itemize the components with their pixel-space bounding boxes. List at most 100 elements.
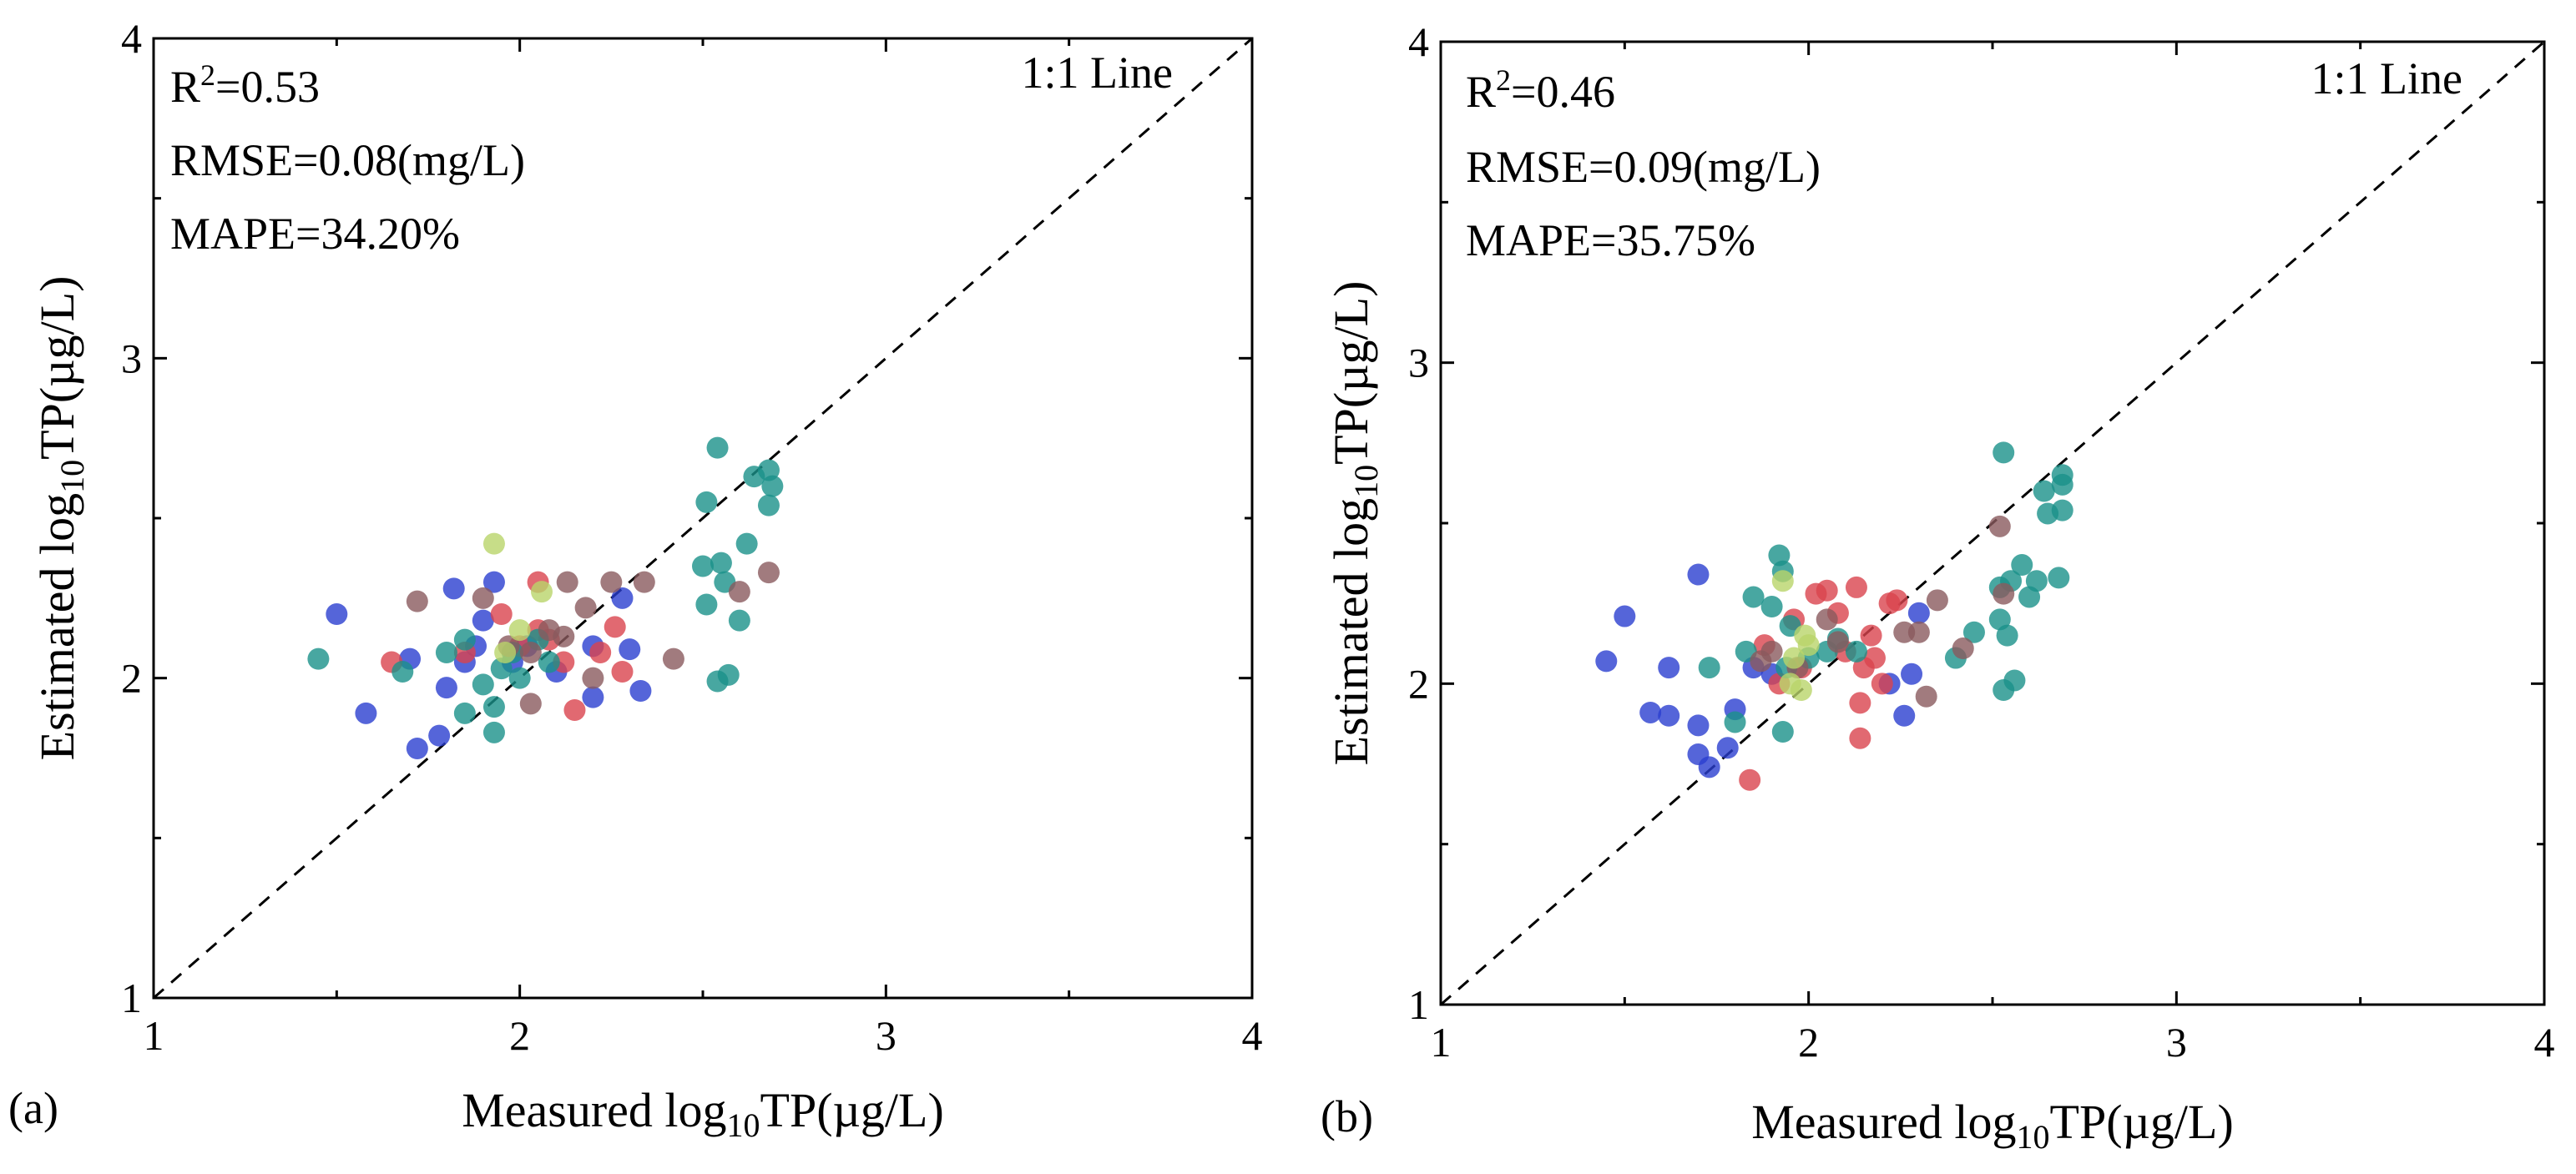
scatter-point-teal (2011, 554, 2033, 577)
scatter-point-teal (435, 642, 457, 663)
scatter-point-blue (326, 603, 348, 625)
scatter-point-brown (472, 587, 494, 609)
panel-a: 1 2 3 4 1 2 3 4 1:1 Line R2=0.53 RMSE=0.08(mg/L… (8, 15, 1263, 1144)
scatter-points (307, 436, 784, 759)
scatter-point-teal (1962, 621, 1985, 643)
scatter-point-teal (692, 555, 714, 577)
scatter-point-brown (728, 581, 750, 603)
y-tick-label: 2 (1408, 660, 1429, 707)
scatter-point-red (1886, 589, 1908, 612)
scatter-point-lime (530, 581, 553, 603)
scatter-point-lime (1779, 673, 1801, 695)
scatter-point-teal (508, 667, 531, 689)
r2-stat: R2=0.53 (170, 58, 320, 112)
scatter-point-teal (757, 459, 780, 481)
x-tick-label: 2 (1798, 1019, 1819, 1066)
scatter-point-blue (482, 571, 505, 593)
scatter-point-teal (757, 494, 780, 516)
scatter-point-lime (482, 532, 505, 555)
scatter-point-teal (2033, 480, 2055, 502)
scatter-point-red (1871, 673, 1893, 695)
scatter-point-blue (1901, 663, 1923, 685)
y-tick-label: 2 (121, 655, 142, 702)
x-axis-label: Measured log10TP(µg/L) (1751, 1095, 2234, 1156)
scatter-point-teal (482, 696, 505, 718)
scatter-point-teal (1698, 657, 1720, 679)
scatter-point-blue (1658, 657, 1680, 679)
scatter-point-lime (1794, 624, 1816, 647)
scatter-point-blue (1639, 701, 1662, 723)
axis-ticks: 1 2 3 4 1 2 3 4 (121, 15, 1263, 1059)
rmse-stat: RMSE=0.09(mg/L) (1466, 142, 1821, 192)
scatter-point-blue (1658, 704, 1680, 727)
scatter-point-teal (538, 651, 560, 673)
x-tick-label: 4 (2534, 1019, 2555, 1066)
scatter-point-brown (1816, 608, 1838, 631)
scatter-point-blue (472, 609, 494, 632)
scatter-point-red (1739, 768, 1761, 791)
scatter-point-brown (1926, 589, 1948, 612)
scatter-point-teal (728, 609, 750, 632)
rmse-stat: RMSE=0.08(mg/L) (170, 135, 525, 185)
scatter-point-brown (1952, 637, 1974, 660)
x-tick-label: 3 (2166, 1019, 2187, 1066)
scatter-point-red (604, 616, 626, 638)
scatter-point-teal (472, 673, 494, 696)
scatter-point-red (1849, 692, 1871, 714)
scatter-point-teal (453, 628, 476, 651)
scatter-point-brown (1915, 685, 1937, 708)
scatter-point-blue (1614, 605, 1636, 627)
panel-b: 1 2 3 4 1 2 3 4 1:1 Line R2=0.46 RMSE=0.09(mg/L… (1321, 18, 2555, 1156)
scatter-point-red (589, 642, 612, 663)
x-tick-label: 2 (509, 1012, 530, 1059)
y-tick-label: 1 (121, 975, 142, 1021)
scatter-point-red (563, 699, 586, 721)
one-to-one-line-label: 1:1 Line (1022, 48, 1173, 98)
y-tick-label: 1 (1408, 981, 1429, 1028)
x-tick-label: 1 (144, 1012, 164, 1059)
scatter-point-red (1816, 579, 1838, 602)
panel-label: (a) (8, 1083, 58, 1133)
scatter-point-teal (1993, 679, 2015, 702)
r2-stat: R2=0.46 (1466, 63, 1615, 117)
scatter-point-teal (2048, 567, 2070, 589)
scatter-point-blue (1716, 737, 1739, 759)
scatter-point-red (611, 661, 634, 683)
scatter-point-brown (1760, 640, 1783, 663)
mape-stat: MAPE=34.20% (170, 209, 460, 259)
scatter-point-teal (1724, 711, 1746, 733)
scatter-point-teal (1996, 624, 2018, 647)
scatter-point-teal (2025, 570, 2048, 592)
scatter-points (1595, 441, 2073, 791)
scatter-point-blue (442, 577, 465, 600)
x-tick-label: 4 (1242, 1012, 1263, 1059)
y-axis-label: Estimated log10TP(µg/L) (1324, 281, 1385, 766)
panel-label: (b) (1321, 1091, 1373, 1141)
scatter-point-brown (1988, 515, 2011, 537)
scatter-point-brown (519, 693, 542, 715)
scatter-point-teal (710, 552, 732, 574)
scatter-point-lime (1771, 570, 1794, 592)
y-tick-label: 4 (1408, 18, 1429, 65)
scatter-point-blue (1687, 714, 1710, 737)
scatter-point-teal (1760, 596, 1783, 618)
scatter-point-teal (706, 436, 729, 459)
scatter-point-brown (633, 571, 655, 593)
scatter-point-blue (629, 680, 652, 702)
scatter-point-brown (574, 597, 597, 619)
x-tick-label: 3 (876, 1012, 897, 1059)
one-to-one-line-label: 1:1 Line (2311, 53, 2462, 103)
scatter-point-brown (1993, 582, 2015, 605)
scatter-point-red (1860, 624, 1882, 647)
scatter-point-teal (2051, 464, 2073, 486)
scatter-point-brown (556, 571, 578, 593)
scatter-point-blue (355, 702, 377, 724)
scatter-point-blue (1893, 704, 1916, 727)
scatter-point-teal (1742, 586, 1765, 608)
scatter-point-blue (406, 738, 428, 759)
scatter-point-blue (435, 677, 457, 699)
scatter-point-brown (662, 647, 684, 670)
scatter-point-brown (553, 625, 575, 647)
scatter-point-brown (582, 667, 604, 689)
